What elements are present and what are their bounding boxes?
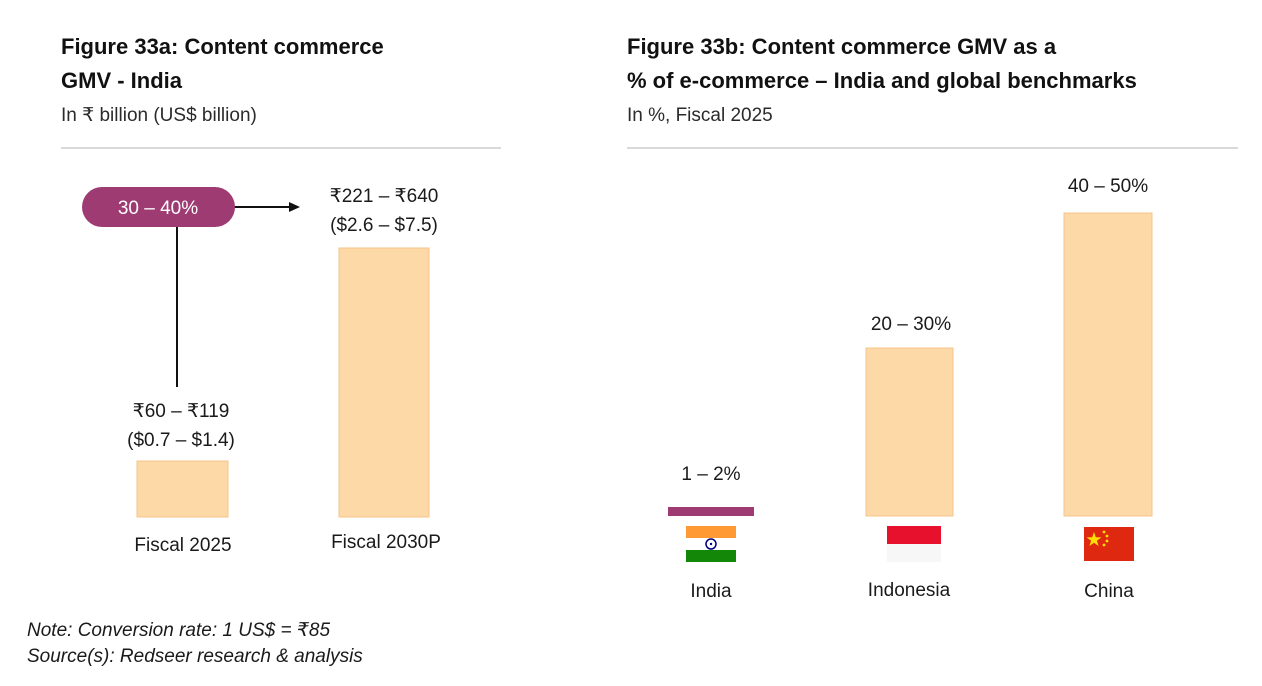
footnote-note: Note: Conversion rate: 1 US$ = ₹85 [27,620,331,641]
figure-a-subtitle: In ₹ billion (US$ billion) [61,105,257,126]
data-label-indonesia: 20 – 30% [871,314,951,335]
figure-b-subtitle: In %, Fiscal 2025 [627,105,773,126]
indonesia-flag-icon [887,526,941,562]
figure-b-title: Figure 33b: Content commerce GMV as a % … [627,30,1257,98]
cagr-pill [82,187,235,227]
bar-india [668,507,754,516]
figure-b-divider [627,147,1238,149]
figure-a-title-line2: GMV - India [61,68,182,93]
data-label-fiscal-2030p-usd: ($2.6 – $7.5) [330,215,438,236]
data-label-india: 1 – 2% [681,464,740,485]
category-label-india: India [690,581,732,602]
data-label-fiscal-2025-inr: ₹60 – ₹119 [133,401,230,422]
figure-a-divider [61,147,501,149]
figure-a-title: Figure 33a: Content commerce GMV - India [61,30,511,98]
data-label-china: 40 – 50% [1068,176,1148,197]
figure-a-chart: 30 – 40% ₹60 – ₹119 ($0.7 – $1.4) ₹221 –… [82,186,441,556]
footnote-source: Source(s): Redseer research & analysis [27,646,363,667]
category-label-indonesia: Indonesia [868,580,951,601]
figure-a-title-line1: Figure 33a: Content commerce [61,34,384,59]
cagr-pill-label: 30 – 40% [118,198,198,219]
china-flag-icon [1084,527,1134,561]
figure-b-chart: 1 – 2% 20 – 30% 40 – 50% India Indonesi [668,176,1153,602]
bar-indonesia [865,347,954,517]
data-label-fiscal-2030p-inr: ₹221 – ₹640 [330,186,439,207]
category-label-china: China [1084,581,1134,602]
figure-b-title-line2: % of e-commerce – India and global bench… [627,68,1137,93]
bar-fiscal-2025 [136,460,229,518]
category-label-fiscal-2030p: Fiscal 2030P [331,532,441,553]
category-label-fiscal-2025: Fiscal 2025 [134,535,231,556]
data-label-fiscal-2025-usd: ($0.7 – $1.4) [127,430,235,451]
bar-fiscal-2030p [338,247,430,518]
bar-china [1063,212,1153,517]
cagr-arrow-head [289,202,300,212]
india-flag-icon [686,526,736,562]
figure-b-title-line1: Figure 33b: Content commerce GMV as a [627,34,1057,59]
